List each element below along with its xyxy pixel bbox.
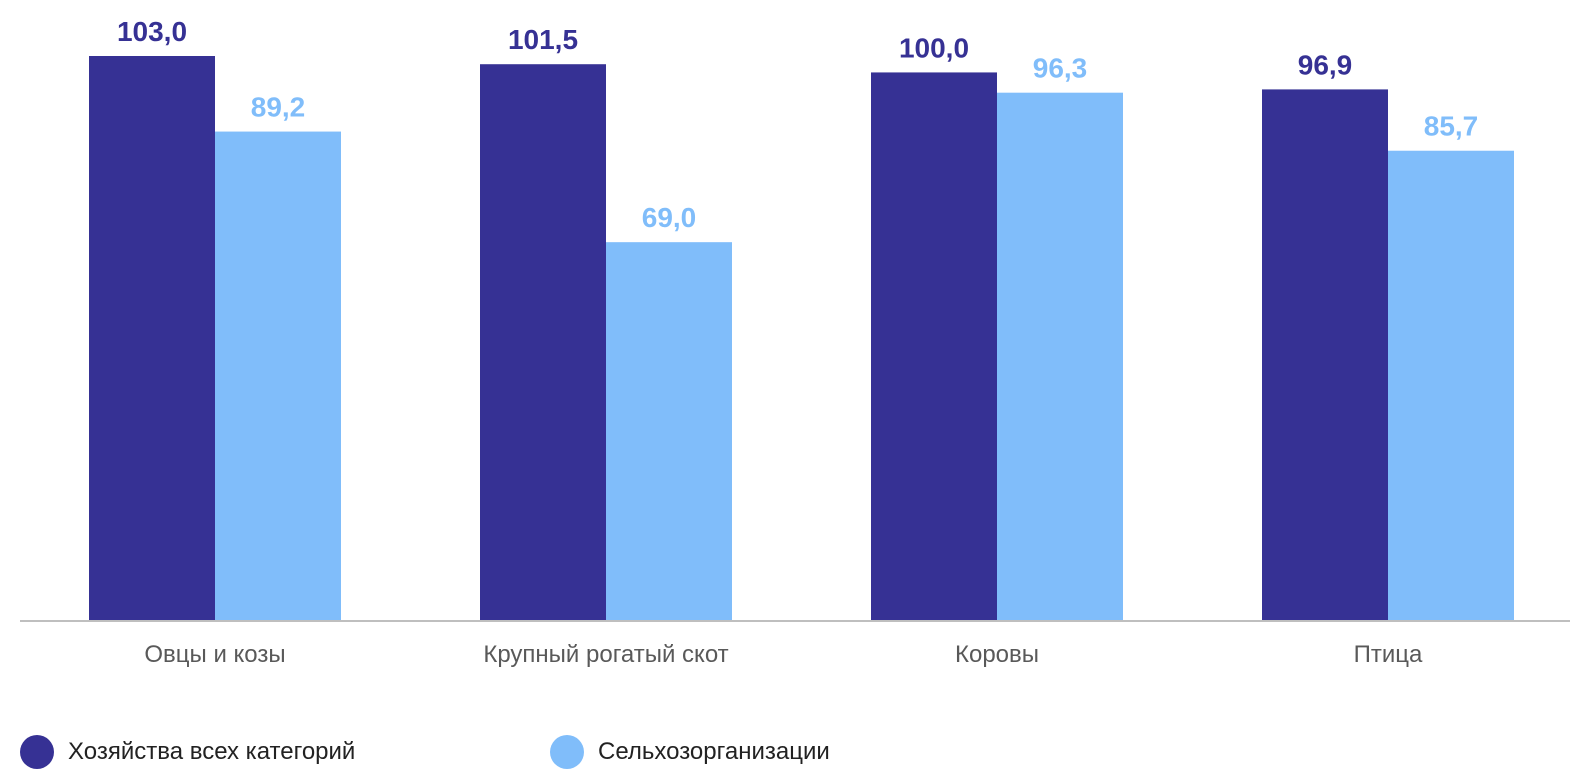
category-label-2: Коровы [955,641,1039,668]
category-label-3: Птица [1354,641,1423,668]
legend-item-agri-orgs: Сельхозорганизации [550,734,830,770]
category-labels-group: Овцы и козы Крупный рогатый скот Коровы Пти… [144,641,1423,668]
value-label-s1-c1: 69,0 [642,202,697,233]
legend-label-agri-orgs: Сельхозорганизации [598,738,830,765]
category-label-0: Овцы и козы [144,641,285,668]
bar-s1-c0 [215,131,341,620]
bar-s1-c2 [997,92,1123,620]
legend-swatch-all-farms [20,735,54,769]
value-labels-group: 103,0 89,2 101,5 69,0 100,0 96,3 96,9 85,7 [117,16,1478,233]
value-label-s1-c0: 89,2 [251,92,306,123]
value-label-s0-c2: 100,0 [899,32,969,63]
value-label-s0-c1: 101,5 [508,24,578,55]
legend-swatch-agri-orgs [550,735,584,769]
value-label-s1-c3: 85,7 [1424,111,1479,142]
legend-item-all-farms: Хозяйства всех категорий [20,734,355,770]
bar-s0-c1 [480,64,606,620]
value-label-s0-c0: 103,0 [117,16,187,47]
category-label-1: Крупный рогатый скот [483,641,728,668]
legend-label-all-farms: Хозяйства всех категорий [68,738,356,765]
bar-chart: 103,0 89,2 101,5 69,0 100,0 96,3 96,9 85,7 Овцы… [20,16,1570,668]
bar-s1-c3 [1388,150,1514,620]
bar-s1-c1 [606,242,732,621]
value-label-s0-c3: 96,9 [1298,49,1353,80]
value-label-s1-c2: 96,3 [1033,53,1088,84]
bars-group [89,56,1514,621]
bar-s0-c2 [871,72,997,620]
bar-s0-c0 [89,56,215,620]
bar-s0-c3 [1262,89,1388,621]
